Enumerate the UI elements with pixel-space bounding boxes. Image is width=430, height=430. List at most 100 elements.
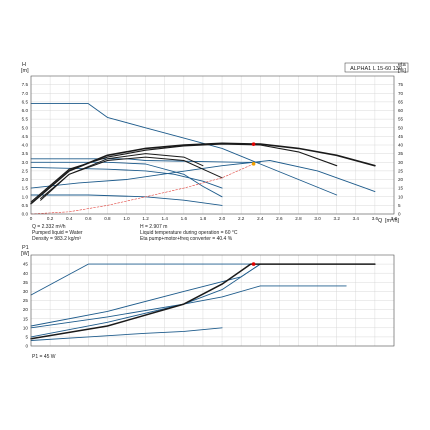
- series-line-1: [30, 285, 347, 329]
- y-axis-label: H: [22, 62, 26, 68]
- y-tick-label: 4.5: [22, 134, 29, 139]
- pump-title: ALPHA1 L 15-60 130: [350, 66, 402, 72]
- y2-tick-label: 5: [398, 203, 401, 208]
- y-tick-label: 4.0: [22, 143, 29, 148]
- series-line-7: [30, 143, 338, 203]
- x-tick-label: 2.8: [295, 216, 302, 221]
- y-tick-label: 30: [23, 289, 29, 294]
- y-tick-label: 1.0: [22, 194, 29, 199]
- y2-tick-label: 50: [398, 125, 404, 130]
- x-tick-label: 3.2: [333, 216, 340, 221]
- y2-axis-label: eta: [398, 62, 407, 68]
- x-tick-label: 3.0: [314, 216, 321, 221]
- y-tick-label: 25: [23, 298, 29, 303]
- y2-tick-label: 70: [398, 91, 404, 96]
- y-tick-label: 20: [23, 307, 29, 312]
- y2-tick-label: 45: [398, 134, 404, 139]
- y-tick-label: 2.5: [22, 168, 29, 173]
- y-tick-label: 1.5: [22, 186, 29, 191]
- series-line-1: [30, 160, 376, 193]
- y2-tick-label: 65: [398, 99, 404, 104]
- y2-tick-label: 20: [398, 177, 404, 182]
- x-tick-label: 0.8: [104, 216, 111, 221]
- x-tick-label: 1.4: [162, 216, 169, 221]
- y-tick-label: 10: [23, 325, 29, 330]
- x-tick-label: 1.2: [142, 216, 149, 221]
- duty-point-1: [251, 162, 256, 166]
- x-tick-label: 1.8: [200, 216, 207, 221]
- y-tick-label: 3.5: [22, 151, 29, 156]
- x-tick-label: 2.2: [238, 216, 245, 221]
- y-tick-label: 7.0: [22, 91, 29, 96]
- y2-axis-unit: [%]: [398, 68, 406, 74]
- annotation-head: H = 2.907 m: [140, 224, 167, 230]
- power-chart: 0 5 10 15 20 25 30 35 40 45 P1 [W] P1 = 45 W: [21, 245, 395, 360]
- plot-frame: [30, 254, 395, 347]
- y2-tick-label: 0: [398, 212, 401, 217]
- duty-point-0: [251, 142, 256, 146]
- x-axis-label: Q: [378, 218, 383, 224]
- y-tick-label: 5: [25, 335, 28, 340]
- x-tick-label: 0: [30, 216, 33, 221]
- x-tick-label: 0.6: [85, 216, 92, 221]
- y2-tick-label: 75: [398, 82, 404, 87]
- x-tick-label: 1.6: [181, 216, 188, 221]
- x-tick-label: 2.0: [219, 216, 226, 221]
- y2-tick-label: 30: [398, 160, 404, 165]
- x-axis-unit: [m³/h]: [385, 218, 400, 224]
- y-tick-label: 40: [23, 271, 29, 276]
- y2-tick-label: 35: [398, 151, 404, 156]
- y2-tick-label: 10: [398, 194, 404, 199]
- series-line-9: [40, 153, 204, 199]
- series-line-0: [30, 103, 338, 196]
- y-axis-unit: [m]: [21, 68, 29, 74]
- duty-point-0: [251, 262, 256, 266]
- y2-tick-label: 55: [398, 117, 404, 122]
- y-tick-label: 2.0: [22, 177, 29, 182]
- annotation-density: Density = 983.2 kg/m³: [32, 236, 81, 242]
- series-line-5: [30, 263, 376, 340]
- pump-title-box: [344, 62, 409, 73]
- x-tick-label: 3.6: [372, 216, 379, 221]
- power-axis-label: P1: [22, 245, 29, 251]
- head-axes: 0 0.2 0.4 0.6 0.8 1.0 1.2 1.4 1.6 1.8 2.0 2.2 2.4 2.6…: [22, 75, 404, 221]
- y-tick-label: 35: [23, 280, 29, 285]
- x-tick-label: 1.0: [123, 216, 130, 221]
- y-tick-label: 5.0: [22, 125, 29, 130]
- head-series: [30, 103, 376, 215]
- y-tick-label: 0: [25, 344, 28, 349]
- power-axes: 0 5 10 15 20 25 30 35 40 45: [23, 254, 395, 349]
- x-tick-label: 3.4: [353, 216, 360, 221]
- annotation-temperature: Liquid temperature during operation = 60…: [140, 230, 238, 236]
- y-tick-label: 0.0: [22, 212, 29, 217]
- y2-tick-label: 15: [398, 186, 404, 191]
- x-tick-label: 3.8: [391, 216, 398, 221]
- series-line-10: [30, 163, 254, 215]
- y-tick-label: 3.0: [22, 160, 29, 165]
- series-line-3: [30, 161, 223, 198]
- power-axis-unit: [W]: [21, 251, 30, 257]
- y-tick-label: 5.5: [22, 117, 29, 122]
- y-tick-label: 15: [23, 316, 29, 321]
- x-tick-label: 0.4: [66, 216, 73, 221]
- plot-frame: [30, 75, 395, 215]
- annotation-power: P1 = 45 W: [32, 354, 56, 360]
- y-tick-label: 0.5: [22, 203, 29, 208]
- y2-tick-label: 25: [398, 168, 404, 173]
- head-efficiency-chart: 0 0.2 0.4 0.6 0.8 1.0 1.2 1.4 1.6 1.8 2.0 2.2 2.4 2.6…: [21, 62, 409, 242]
- annotation-liquid: Pumped liquid = Water: [32, 230, 83, 236]
- y-tick-label: 6.5: [22, 99, 29, 104]
- y2-tick-label: 40: [398, 143, 404, 148]
- y-tick-label: 7.5: [22, 82, 29, 87]
- annotation-flow: Q = 2.332 m³/h: [32, 224, 66, 230]
- y2-tick-label: 60: [398, 108, 404, 113]
- annotation-efficiency: Eta pump+motor+freq converter = 40.4 %: [140, 236, 233, 242]
- power-series: [30, 262, 376, 341]
- y-tick-label: 45: [23, 262, 29, 267]
- x-tick-label: 2.4: [257, 216, 264, 221]
- x-tick-label: 2.6: [276, 216, 283, 221]
- series-line-4: [30, 327, 223, 341]
- power-grid: [30, 255, 395, 347]
- series-line-2: [30, 158, 261, 163]
